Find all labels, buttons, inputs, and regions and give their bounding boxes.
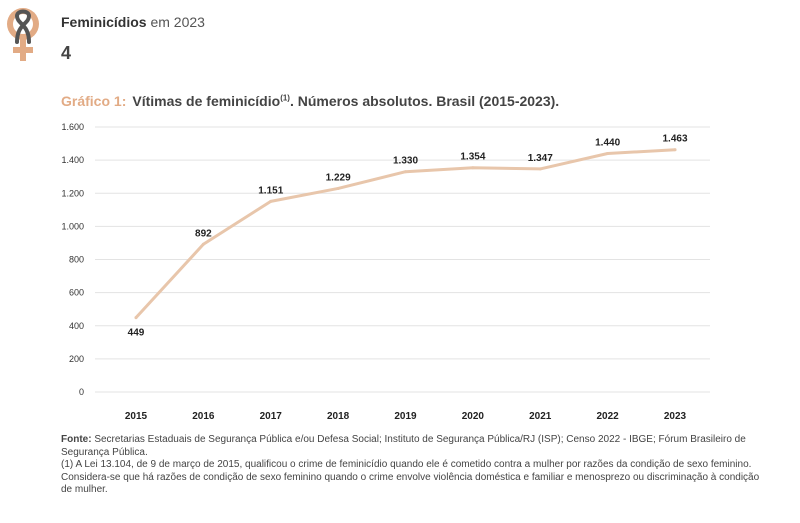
footer: Fonte: Secretarias Estaduais de Seguranç… [61,434,761,497]
footer-source: Fonte: Secretarias Estaduais de Seguranç… [61,434,761,459]
y-tick-label: 800 [69,255,84,265]
y-tick-label: 400 [69,321,84,331]
chart-title-label: Gráfico 1: [61,93,127,109]
data-point [538,167,542,171]
line-chart: 0 200 400 600 800 1.000 1.200 1.400 1.600 2015 201… [61,122,710,422]
chart-title-note-ref: (1) [280,93,290,103]
footer-source-label: Fonte: [61,434,92,445]
x-tick-label: 2019 [394,411,417,422]
data-label: 1.440 [595,138,620,149]
data-label: 1.229 [326,172,351,183]
x-tick-label: 2020 [462,411,485,422]
x-tick-label: 2016 [192,411,215,422]
header-title: Feminicídios em 2023 [61,14,205,30]
data-label: 892 [195,228,212,239]
data-label: 1.354 [460,152,485,163]
chart-title-text-after: . Números absolutos. Brasil (2015-2023). [289,93,560,109]
x-tick-label: 2017 [260,411,283,422]
x-tick-label: 2015 [125,411,148,422]
footer-note: (1) A Lei 13.104, de 9 de março de 2015,… [61,459,760,495]
y-tick-label: 0 [79,387,84,397]
data-point [404,170,407,174]
section-title: Feminicídios [61,14,147,30]
x-tick-label: 2022 [597,411,620,422]
chart-title: Gráfico 1: Vítimas de feminicídio(1). Núm… [61,93,559,109]
footer-source-text: Secretarias Estaduais de Segurança Públi… [61,434,746,458]
data-point [134,316,138,320]
female-symbol-with-ribbon-icon [7,8,39,61]
data-point [269,199,273,203]
y-tick-label: 1.600 [61,122,84,132]
y-tick-label: 600 [69,288,84,298]
data-point [471,166,475,170]
data-label: 1.330 [393,156,418,167]
x-tick-label: 2018 [327,411,350,422]
page-number: 4 [61,43,72,63]
data-label: 1.347 [528,153,553,164]
y-tick-label: 1.400 [61,155,84,165]
data-label: 1.463 [662,134,687,145]
chart-title-text: Vítimas de feminicídio [132,93,281,109]
data-label: 1.151 [258,185,283,196]
header-year: em 2023 [150,14,205,30]
x-tick-label: 2023 [664,411,687,422]
data-point [201,242,205,246]
x-tick-label: 2021 [529,411,552,422]
data-point [606,152,610,155]
data-point [673,148,677,152]
data-point [336,186,340,190]
data-label: 449 [128,328,145,339]
y-tick-label: 200 [69,354,84,364]
y-tick-label: 1.200 [61,188,84,198]
y-tick-label: 1.000 [61,221,84,231]
